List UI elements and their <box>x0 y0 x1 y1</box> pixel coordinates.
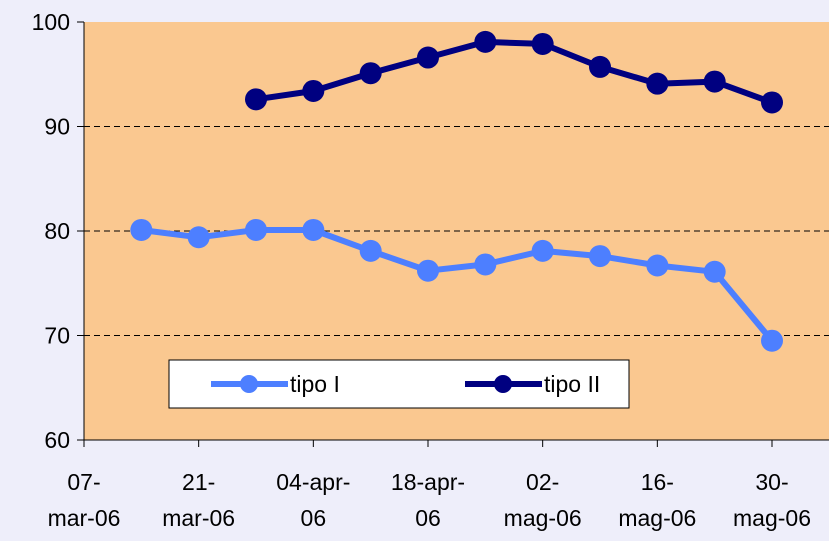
data-point <box>531 239 554 262</box>
data-point <box>302 79 325 102</box>
grid-lines <box>84 126 829 336</box>
y-tick-label: 90 <box>44 114 70 140</box>
x-tick-label: 30-mag-06 <box>733 469 811 531</box>
data-point <box>646 72 669 95</box>
y-tick-label: 80 <box>44 218 70 244</box>
data-point <box>302 218 325 241</box>
legend-marker <box>240 375 258 393</box>
data-point <box>417 46 439 69</box>
data-point <box>417 259 439 282</box>
x-tick-label: 16-mag-06 <box>618 469 696 531</box>
series-line <box>255 38 774 106</box>
series-2 <box>245 30 783 114</box>
y-tick-label: 100 <box>32 9 70 35</box>
legend: tipo I tipo II <box>168 359 630 409</box>
data-point <box>761 91 783 114</box>
data-point <box>474 253 497 276</box>
legend-label: tipo II <box>544 371 600 397</box>
x-tick-label: 18-apr-06 <box>391 469 465 531</box>
data-point <box>474 30 497 53</box>
axes: 60 70 80 90 100 07-mar-06 21-mar-06 04-apr-06 18… <box>32 9 829 531</box>
y-tick-label: 70 <box>44 323 70 349</box>
data-point <box>359 239 382 262</box>
x-tick-label: 07-mar-06 <box>48 469 121 531</box>
x-tick-label: 21-mar-06 <box>162 469 235 531</box>
data-point <box>703 70 726 93</box>
data-point <box>589 55 611 78</box>
y-tick-label: 60 <box>44 427 70 453</box>
series-1 <box>130 218 783 352</box>
data-point <box>531 32 554 55</box>
legend-item: tipo I <box>211 371 340 397</box>
legend-item: tipo II <box>465 371 600 397</box>
x-tick-label: 02-mag-06 <box>504 469 582 531</box>
data-point <box>589 245 611 268</box>
data-point <box>703 260 726 283</box>
legend-label: tipo I <box>290 371 340 397</box>
series-layer <box>130 30 783 352</box>
data-point <box>245 218 267 241</box>
legend-marker <box>494 375 512 393</box>
data-point <box>187 226 210 249</box>
data-point <box>359 62 382 85</box>
data-point <box>130 218 153 241</box>
legend-items: tipo I tipo II <box>211 371 600 397</box>
x-tick-label: 04-apr-06 <box>276 469 350 531</box>
data-point <box>245 88 267 111</box>
data-point <box>646 254 669 277</box>
data-point <box>761 329 783 352</box>
